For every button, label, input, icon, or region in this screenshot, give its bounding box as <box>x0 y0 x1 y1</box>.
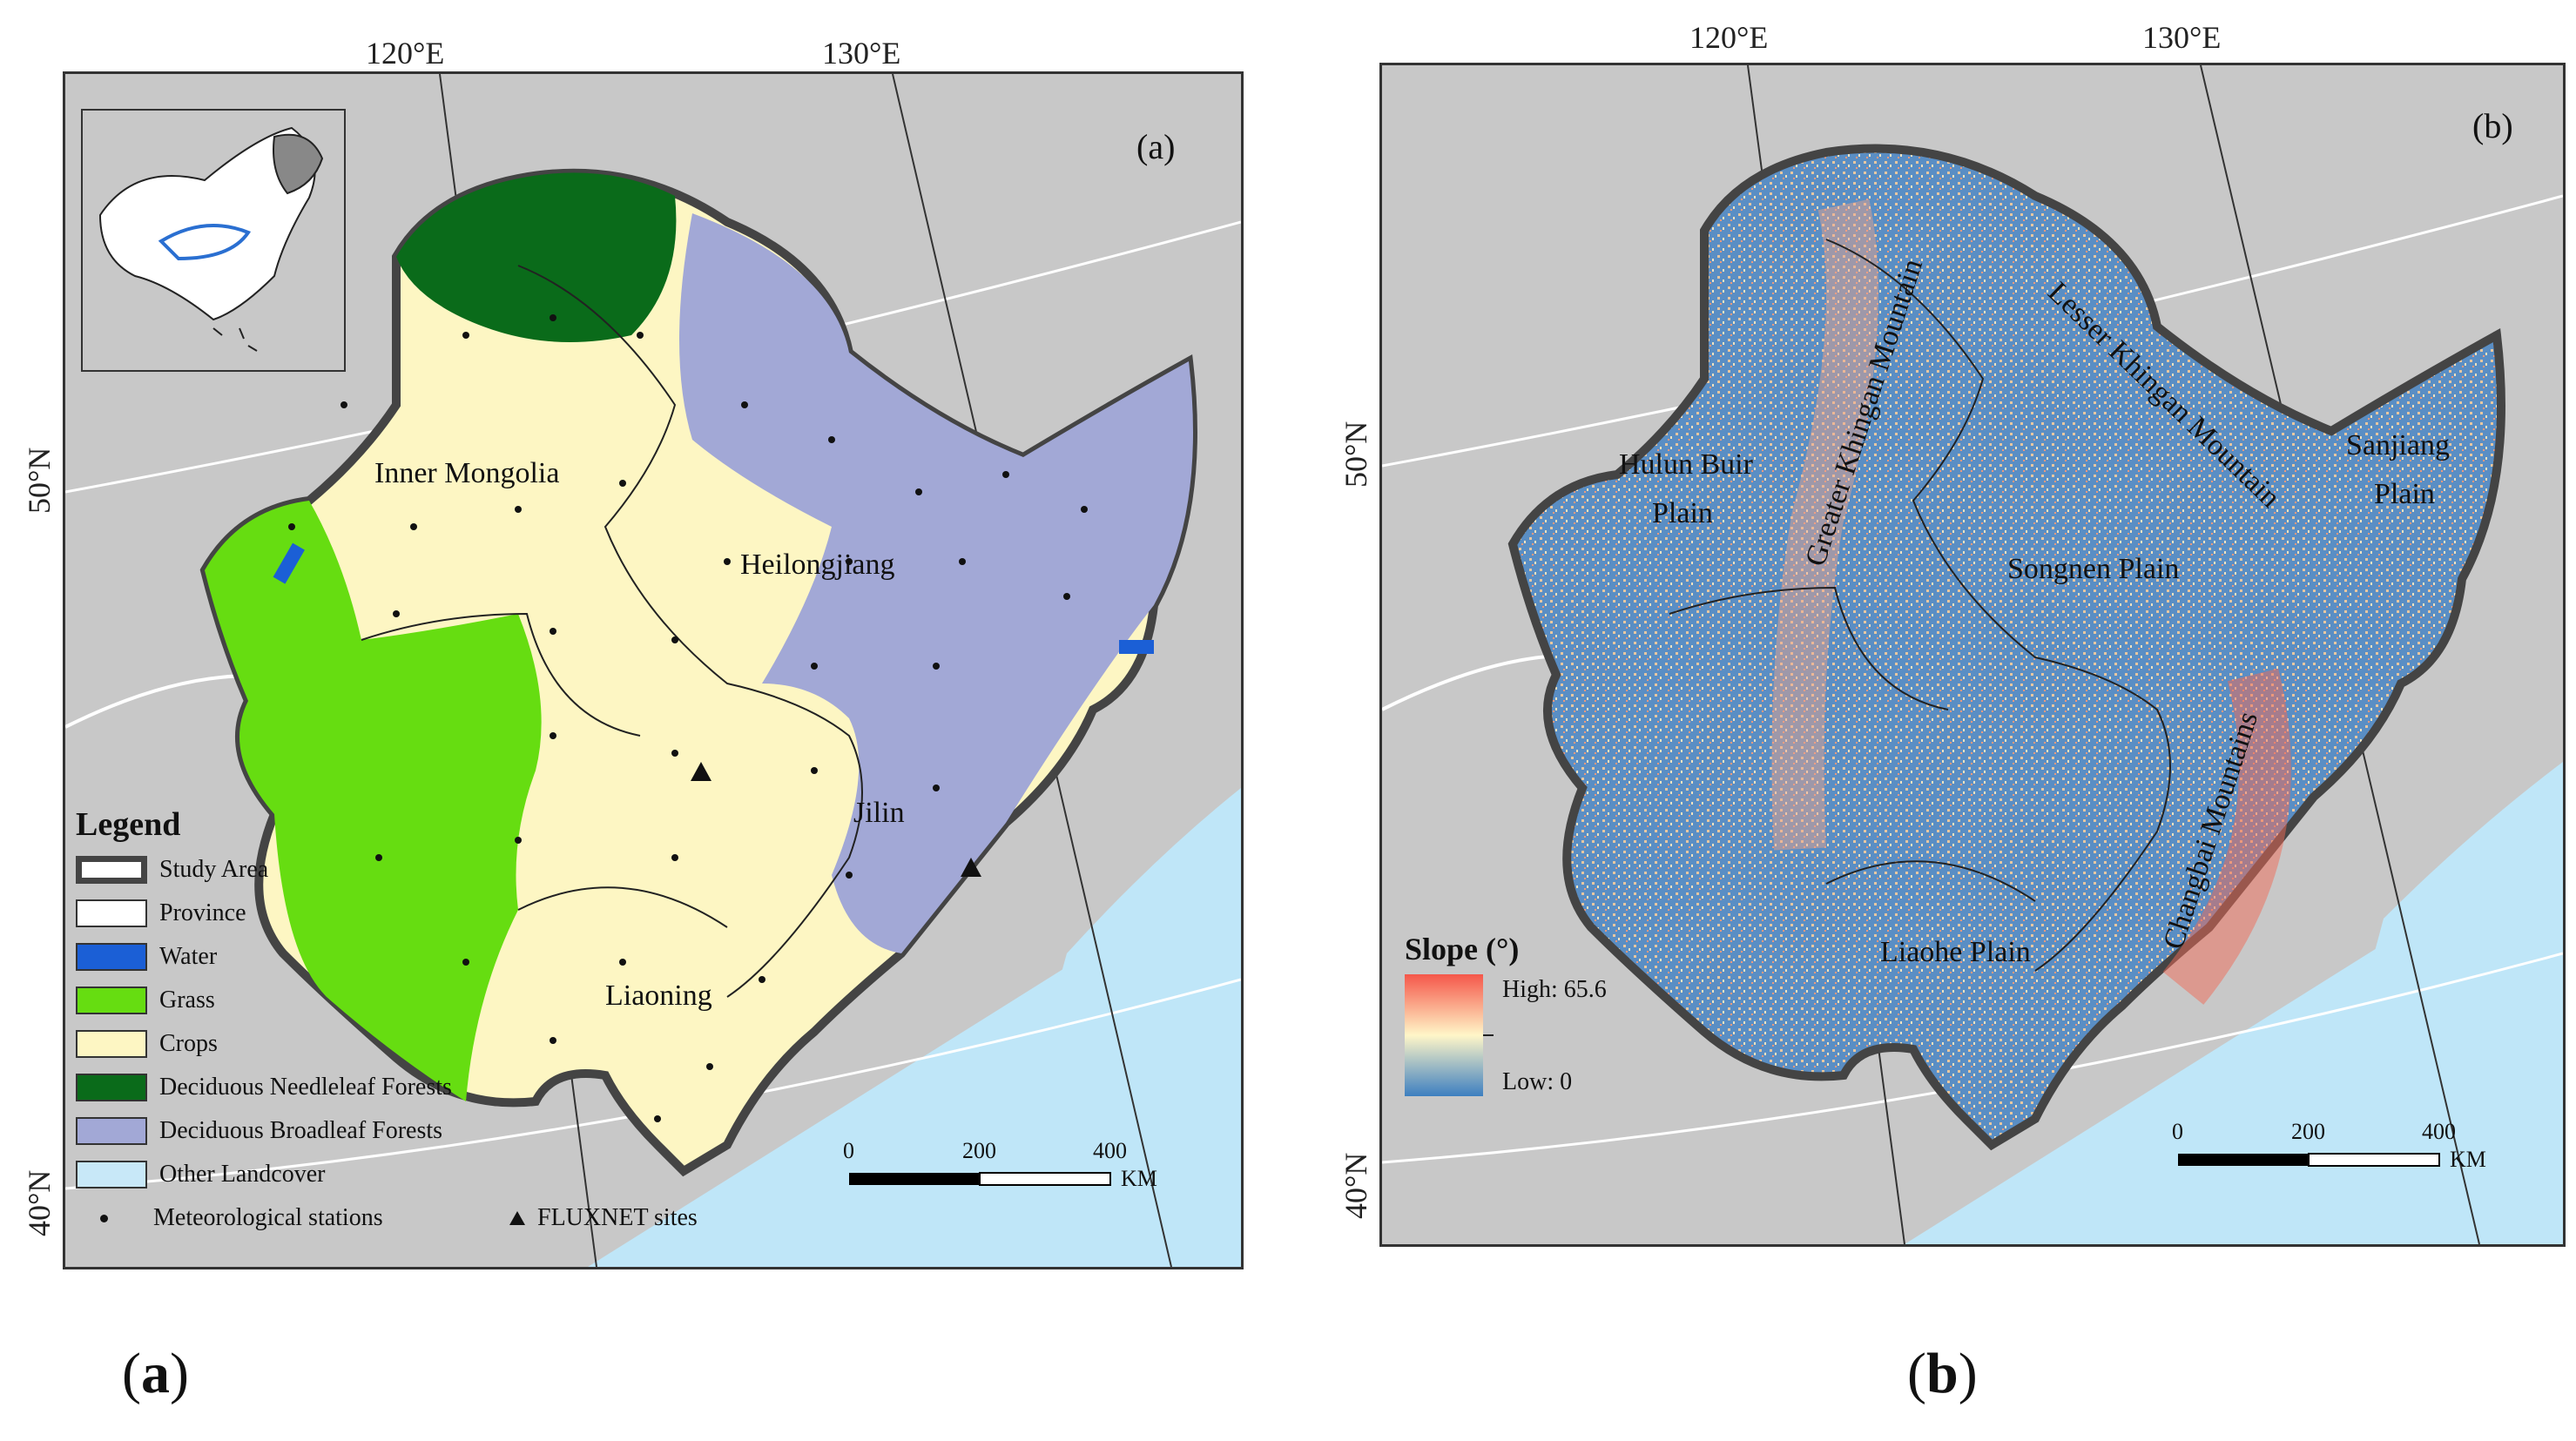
label-liaohe-plain: Liaohe Plain <box>1880 936 2031 968</box>
legend-label-needleleaf: Deciduous Needleleaf Forests <box>159 1074 452 1101</box>
scale-unit-b: KM <box>2450 1147 2486 1172</box>
caption-a-letter: a <box>140 1342 170 1405</box>
legend-swatch-other <box>76 1161 147 1188</box>
legend-swatch-province <box>76 899 147 927</box>
legend-item-other: Other Landcover <box>76 1161 325 1188</box>
lat-50-label-b: 50°N <box>1339 421 1373 488</box>
legend-label-study-area: Study Area <box>159 856 269 883</box>
label-heilongjiang: Heilongjiang <box>740 549 895 581</box>
slope-legend-high: High: 65.6 <box>1502 976 1607 1003</box>
label-sanjiang: Sanjiang <box>2346 429 2450 461</box>
legend-label-other: Other Landcover <box>159 1161 326 1188</box>
label-hulun-plain: Plain <box>1652 497 1713 529</box>
panel-a-letter: (a) <box>1136 127 1176 166</box>
legend-swatch-crops <box>76 1030 147 1058</box>
caption-a: (a) <box>122 1342 189 1405</box>
label-sanjiang-plain: Plain <box>2374 478 2435 510</box>
panel-b-letter: (b) <box>2472 106 2513 145</box>
china-inset-graphic <box>98 126 324 352</box>
lat-40-label-a: 40°N <box>22 1169 57 1236</box>
legend-item-stations: Meteorological stations <box>100 1204 383 1232</box>
scale-0-b: 0 <box>2172 1119 2183 1144</box>
legend-title: Legend <box>76 806 181 843</box>
caption-b-letter: b <box>1925 1342 1959 1405</box>
legend-label-broadleaf: Deciduous Broadleaf Forests <box>159 1117 443 1144</box>
china-inset-map <box>81 109 346 372</box>
scale-0-a: 0 <box>843 1138 854 1163</box>
legend-item-broadleaf: Deciduous Broadleaf Forests <box>76 1117 442 1145</box>
lat-50-label-a: 50°N <box>22 447 57 514</box>
legend-item-needleleaf: Deciduous Needleleaf Forests <box>76 1074 452 1101</box>
slope-map-graphic <box>1382 65 2563 1244</box>
legend-item-province: Province <box>76 899 246 927</box>
label-songnen-plain: Songnen Plain <box>2007 553 2180 585</box>
legend-swatch-broadleaf <box>76 1117 147 1145</box>
scale-400-b: 400 <box>2422 1119 2456 1144</box>
scale-200-b: 200 <box>2291 1119 2325 1144</box>
label-hulun-buir: Hulun Buir <box>1619 448 1753 481</box>
fluxnet-triangle-icon <box>509 1211 525 1225</box>
station-dot-icon <box>100 1214 108 1222</box>
legend-swatch-needleleaf <box>76 1074 147 1101</box>
lon-130-label-a: 130°E <box>822 36 901 71</box>
lon-130-label-b: 130°E <box>2142 20 2222 55</box>
lat-40-label-b: 40°N <box>1339 1152 1373 1219</box>
slope-map: (b) Hulun Buir Plain Greater Khingan Mou… <box>1379 63 2566 1247</box>
lon-120-label-b: 120°E <box>1689 20 1769 55</box>
legend-item-crops: Crops <box>76 1030 218 1058</box>
label-inner-mongolia: Inner Mongolia <box>374 457 560 489</box>
legend-label-water: Water <box>159 943 218 970</box>
legend-label-province: Province <box>159 899 246 926</box>
legend-label-stations: Meteorological stations <box>153 1204 383 1231</box>
legend-item-study-area: Study Area <box>76 856 268 884</box>
legend-item-fluxnet: FLUXNET sites <box>509 1204 698 1232</box>
scale-unit-a: KM <box>1121 1166 1157 1191</box>
legend-swatch-grass <box>76 986 147 1014</box>
scale-200-a: 200 <box>962 1138 996 1163</box>
land-cover-map: (a) Inner Mongolia Heilongjiang Jilin Li… <box>63 71 1244 1269</box>
legend-label-fluxnet: FLUXNET sites <box>537 1204 698 1231</box>
label-liaoning: Liaoning <box>605 980 712 1012</box>
legend-label-grass: Grass <box>159 986 215 1013</box>
slope-legend-title: Slope (°) <box>1405 932 1520 966</box>
legend-swatch-water <box>76 943 147 971</box>
label-jilin: Jilin <box>853 797 905 829</box>
caption-b: (b) <box>1907 1342 1978 1405</box>
legend-item-water: Water <box>76 943 217 971</box>
legend-item-grass: Grass <box>76 986 215 1014</box>
lon-120-label-a: 120°E <box>366 36 445 71</box>
legend-label-crops: Crops <box>159 1030 218 1057</box>
land-cover-map-graphic <box>65 74 1241 1267</box>
legend-swatch-study-area <box>76 856 147 884</box>
slope-legend-low: Low: 0 <box>1502 1068 1573 1095</box>
scale-400-a: 400 <box>1093 1138 1127 1163</box>
